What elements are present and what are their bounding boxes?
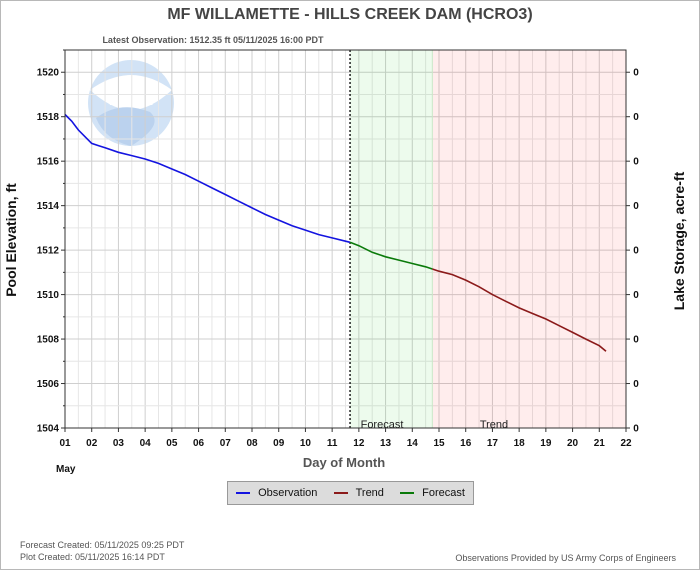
y2-tick-label: 0 [633, 112, 639, 123]
legend-label-trend: Trend [355, 487, 384, 499]
y-tick-label: 1514 [37, 201, 60, 212]
x-tick-label: 16 [460, 438, 472, 449]
x-tick-label: 01 [59, 438, 71, 449]
trend-zone [432, 50, 626, 428]
x-axis-label: Day of Month [303, 455, 385, 470]
legend-item-forecast: Forecast [400, 487, 465, 499]
y-axis-label: Pool Elevation, ft [3, 183, 19, 297]
legend-swatch-trend [333, 492, 348, 494]
chart-title: MF WILLAMETTE - HILLS CREEK DAM (HCRO3) [167, 6, 532, 23]
forecast-created: Forecast Created: 05/11/2025 09:25 PDT [20, 540, 185, 550]
x-tick-label: 06 [193, 438, 205, 449]
x-tick-label: 22 [620, 438, 632, 449]
x-tick-label: 18 [514, 438, 526, 449]
y2-tick-label: 0 [633, 68, 639, 79]
legend-item-observation: Observation [236, 487, 317, 499]
x-tick-label: 05 [166, 438, 178, 449]
y2-tick-label: 0 [633, 246, 639, 257]
x-tick-label: 08 [246, 438, 258, 449]
y-tick-label: 1518 [37, 112, 60, 123]
x-tick-label: 21 [594, 438, 606, 449]
y-tick-label: 1504 [37, 424, 60, 435]
x-tick-label: 07 [220, 438, 232, 449]
plot-created: Plot Created: 05/11/2025 16:14 PDT [20, 552, 165, 562]
y-tick-label: 1506 [37, 379, 60, 390]
x-tick-label: 13 [380, 438, 392, 449]
x-tick-label: 17 [487, 438, 499, 449]
series-line-forecast [349, 241, 433, 270]
x-tick-label: 11 [327, 438, 338, 449]
y2-tick-label: 0 [633, 201, 639, 212]
x-tick-label: 12 [353, 438, 365, 449]
legend-swatch-forecast [400, 492, 415, 494]
x-tick-label: 09 [273, 438, 285, 449]
x-tick-label: 10 [300, 438, 312, 449]
forecast-zone [350, 50, 433, 428]
legend-label-observation: Observation [258, 487, 318, 499]
x-tick-label: 19 [540, 438, 552, 449]
y-tick-label: 1516 [37, 157, 60, 168]
trend-zone-label: Trend [480, 419, 508, 431]
y2-tick-label: 0 [633, 157, 639, 168]
latest-observation: Latest Observation: 1512.35 ft 05/11/202… [102, 35, 324, 45]
y-tick-label: 1512 [37, 246, 60, 257]
x-tick-label: 04 [140, 438, 152, 449]
y2-tick-label: 0 [633, 335, 639, 346]
plot-border [64, 49, 627, 429]
chart-legend: Observation Trend Forecast [227, 481, 474, 505]
x-tick-label: 15 [433, 438, 445, 449]
y2-tick-label: 0 [633, 290, 639, 301]
x-tick-label: 14 [407, 438, 419, 449]
y-tick-label: 1508 [37, 335, 60, 346]
legend-item-trend: Trend [333, 487, 384, 499]
y-tick-label: 1510 [37, 290, 60, 301]
x-tick-label: 03 [113, 438, 125, 449]
y2-tick-label: 0 [633, 424, 639, 435]
data-provider-credit: Observations Provided by US Army Corps o… [455, 553, 676, 563]
y-tick-label: 1520 [37, 68, 60, 79]
noaa-logo-text: NOAA [109, 92, 153, 109]
y2-axis-label: Lake Storage, acre-ft [671, 171, 687, 310]
y2-tick-label: 0 [633, 379, 639, 390]
month-label: May [56, 464, 76, 475]
forecast-zone-label: Forecast [361, 419, 404, 431]
series-line-observation [64, 113, 351, 244]
legend-swatch-observation [236, 492, 251, 494]
noaa-logo-watermark: NOAA [88, 60, 174, 146]
series-line-trend [432, 268, 607, 352]
x-tick-label: 20 [567, 438, 579, 449]
legend-label-forecast: Forecast [422, 487, 465, 499]
x-tick-label: 02 [86, 438, 98, 449]
